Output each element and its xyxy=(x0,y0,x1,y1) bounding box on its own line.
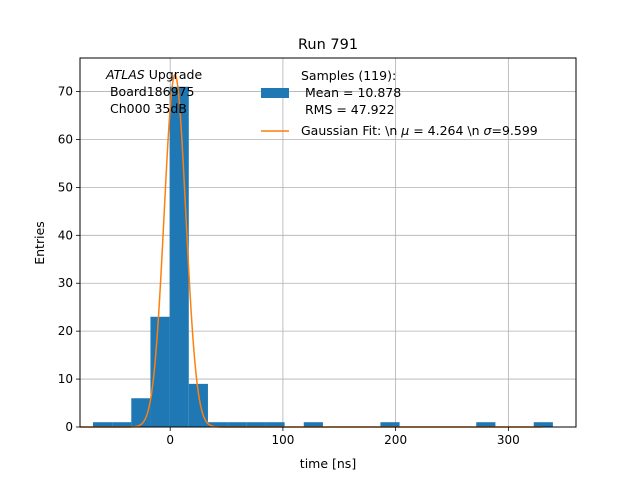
legend-histogram-line-2: Mean = 10.878 xyxy=(301,85,401,100)
y-tick-label: 50 xyxy=(58,180,73,194)
y-axis-label: Entries xyxy=(32,221,47,265)
chart-title: Run 791 xyxy=(298,37,358,53)
histogram-bar xyxy=(533,422,553,427)
y-tick-label: 30 xyxy=(58,276,73,290)
x-tick-label: 200 xyxy=(384,433,407,447)
annotation-line-2: Board186975 xyxy=(106,84,194,99)
annotation-atlas: ATLAS xyxy=(105,67,145,82)
y-tick-label: 10 xyxy=(58,372,73,386)
histogram-bar xyxy=(112,422,132,427)
legend-fit-mu-value: = 4.264 \n xyxy=(409,123,483,138)
histogram-bar xyxy=(131,398,151,427)
legend: Samples (119): Mean = 10.878 RMS = 47.92… xyxy=(261,68,538,138)
legend-fit-label: Gaussian Fit: \n μ = 4.264 \n σ=9.599 xyxy=(301,123,538,138)
annotation-line-3: Ch000 35dB xyxy=(106,101,187,116)
x-tick-label: 300 xyxy=(497,433,520,447)
histogram-bar xyxy=(92,422,113,427)
x-axis-ticks: 0 100 200 300 xyxy=(166,427,520,447)
histogram-bar xyxy=(246,422,266,427)
legend-fit-sigma: σ xyxy=(484,123,493,138)
y-tick-label: 0 xyxy=(65,420,73,434)
histogram-bar xyxy=(380,422,400,427)
plot-frame xyxy=(79,57,577,428)
legend-histogram-swatch xyxy=(261,88,289,98)
y-tick-label: 60 xyxy=(58,132,73,146)
histogram-bar xyxy=(265,422,285,427)
histogram-bar xyxy=(227,422,247,427)
y-axis-ticks: 0 10 20 30 40 50 60 70 xyxy=(58,85,80,434)
annotation-upgrade: Upgrade xyxy=(145,67,203,82)
histogram-bars xyxy=(92,86,553,428)
histogram-bar xyxy=(476,422,496,427)
x-tick-label: 0 xyxy=(166,433,174,447)
legend-fit-mu: μ xyxy=(400,123,409,138)
histogram-bar xyxy=(150,316,170,427)
legend-fit-prefix: Gaussian Fit: \n xyxy=(301,123,401,138)
x-tick-label: 100 xyxy=(271,433,294,447)
x-axis-label: time [ns] xyxy=(300,456,356,471)
histogram-bar xyxy=(169,86,189,428)
legend-histogram-line-1: Samples (119): xyxy=(301,68,396,83)
y-tick-label: 40 xyxy=(58,228,73,242)
legend-histogram-line-3: RMS = 47.922 xyxy=(301,102,395,117)
atlas-annotation: ATLAS Upgrade Board186975 Ch000 35dB xyxy=(105,67,202,116)
histogram-bar xyxy=(207,422,228,427)
histogram-bar xyxy=(303,422,323,427)
legend-fit-sigma-value: =9.599 xyxy=(491,123,537,138)
y-tick-label: 20 xyxy=(58,324,73,338)
y-tick-label: 70 xyxy=(58,85,73,99)
annotation-line-1: ATLAS Upgrade xyxy=(105,67,202,82)
